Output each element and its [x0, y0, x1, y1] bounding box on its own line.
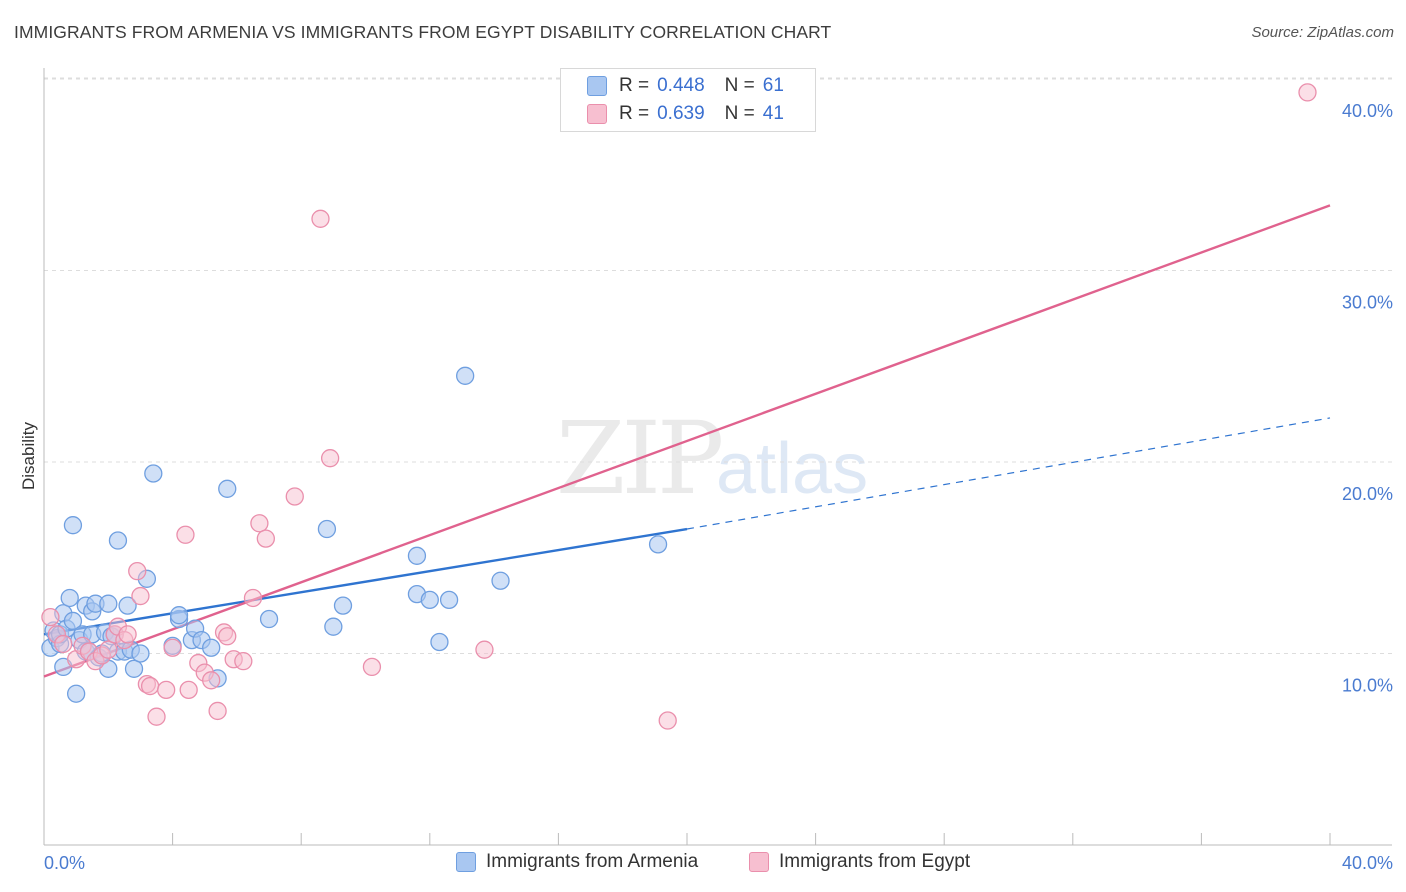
point-armenia: [63, 516, 83, 535]
point-armenia: [108, 531, 128, 550]
point-armenia: [420, 590, 439, 610]
x-tick-label-min: 0.0%: [44, 853, 85, 873]
point-armenia: [67, 684, 86, 703]
point-armenia: [99, 594, 118, 613]
point-egypt: [285, 487, 304, 506]
point-egypt: [157, 680, 176, 700]
point-egypt: [176, 525, 195, 544]
x-tick-label-max: 40.0%: [1342, 853, 1393, 873]
point-egypt: [658, 711, 677, 730]
point-egypt: [208, 701, 227, 721]
point-armenia: [169, 606, 189, 625]
gridlines: [44, 77, 1392, 654]
point-armenia: [439, 590, 459, 610]
point-armenia: [144, 464, 163, 483]
point-egypt: [311, 209, 330, 228]
legend-item-armenia[interactable]: Immigrants from Armenia: [456, 851, 698, 873]
n-label: N =: [724, 103, 755, 124]
points-armenia: [41, 366, 668, 703]
point-egypt: [234, 652, 253, 671]
point-armenia: [324, 617, 343, 636]
series-legend: Immigrants from Armenia Immigrants from …: [0, 851, 1406, 879]
point-armenia: [491, 571, 510, 590]
points-egypt: [41, 83, 1317, 730]
point-egypt: [362, 657, 382, 677]
point-egypt: [218, 627, 237, 646]
point-egypt: [99, 640, 118, 659]
chart-source: Source: ZipAtlas.com: [1251, 24, 1394, 41]
point-egypt: [475, 640, 494, 659]
point-armenia: [407, 546, 427, 565]
r-value-egypt: 0.639: [657, 103, 705, 124]
point-armenia: [259, 609, 279, 629]
stats-legend: R = 0.448 N = 61 R = 0.639 N = 41: [560, 68, 816, 132]
legend-item-egypt[interactable]: Immigrants from Egypt: [749, 851, 970, 873]
point-egypt: [128, 562, 147, 581]
stats-row-egypt: R = 0.639 N = 41: [587, 101, 784, 127]
r-value-armenia: 0.448: [657, 75, 705, 96]
point-egypt: [250, 514, 269, 533]
point-armenia: [218, 479, 237, 498]
point-egypt: [243, 588, 263, 608]
trendline-egypt: [43, 204, 1331, 678]
y-tick-label: 40.0%: [1342, 101, 1393, 121]
point-armenia: [317, 519, 337, 539]
point-armenia: [648, 535, 668, 554]
point-egypt: [179, 680, 198, 700]
chart-title: IMMIGRANTS FROM ARMENIA VS IMMIGRANTS FR…: [14, 22, 832, 42]
r-label: R =: [619, 75, 650, 96]
point-armenia: [202, 638, 221, 657]
point-egypt: [320, 449, 340, 468]
point-armenia: [131, 644, 150, 663]
egypt-legend-swatch: [749, 852, 769, 872]
point-armenia: [333, 596, 353, 615]
point-armenia: [63, 611, 83, 631]
y-axis-label: Disability: [19, 421, 38, 490]
n-label: N =: [724, 75, 755, 96]
point-egypt: [256, 529, 275, 548]
point-egypt: [147, 707, 166, 726]
y-tick-label: 30.0%: [1342, 293, 1393, 313]
trendline-armenia-extrapolated: [686, 417, 1331, 530]
y-tick-label: 20.0%: [1342, 484, 1393, 504]
point-egypt: [163, 638, 182, 657]
point-egypt: [54, 634, 73, 654]
y-tick-label: 10.0%: [1342, 676, 1393, 696]
legend-label-armenia: Immigrants from Armenia: [486, 851, 699, 872]
point-armenia: [430, 632, 449, 652]
n-value-egypt: 41: [762, 103, 784, 124]
point-armenia: [118, 596, 137, 615]
watermark-atlas: atlas: [716, 429, 869, 509]
n-value-armenia: 61: [762, 75, 784, 96]
axes: [43, 68, 1392, 846]
r-label: R =: [619, 103, 650, 124]
point-egypt: [118, 625, 137, 644]
armenia-swatch: [587, 76, 607, 96]
stats-row-armenia: R = 0.448 N = 61: [587, 73, 784, 99]
point-egypt: [140, 676, 160, 696]
point-egypt: [41, 607, 60, 627]
armenia-legend-swatch: [456, 852, 476, 872]
legend-label-egypt: Immigrants from Egypt: [779, 851, 971, 872]
trendline-armenia: [43, 527, 688, 636]
point-egypt: [202, 671, 221, 690]
point-armenia: [456, 366, 475, 385]
point-armenia: [124, 659, 144, 678]
tick-labels: 10.0% 20.0% 30.0% 40.0% 0.0% 40.0%: [44, 101, 1393, 873]
point-armenia: [60, 588, 79, 608]
trend-lines: [43, 204, 1331, 678]
point-egypt: [131, 586, 150, 606]
point-egypt: [1298, 83, 1317, 102]
egypt-swatch: [587, 104, 607, 124]
